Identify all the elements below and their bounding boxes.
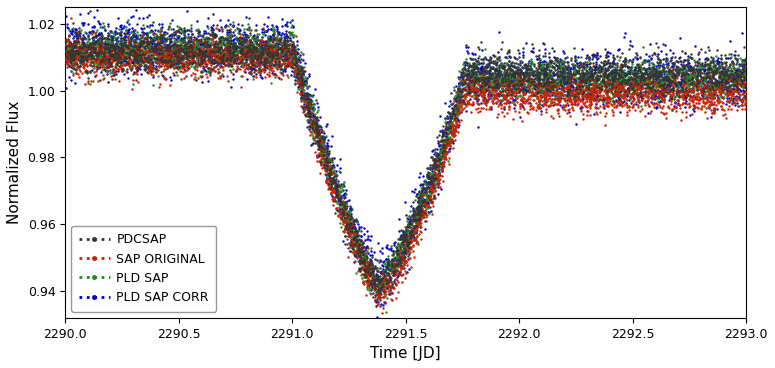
- PLD SAP: [124, 18, 133, 22]
- PLD SAP: [369, 274, 378, 279]
- SAP ORIGINAL: [742, 100, 751, 105]
- PDCSAP: [60, 39, 70, 44]
- SAP ORIGINAL: [388, 281, 398, 285]
- PLD SAP: [298, 79, 307, 84]
- SAP ORIGINAL: [308, 110, 317, 115]
- X-axis label: Time [JD]: Time [JD]: [370, 346, 441, 361]
- SAP ORIGINAL: [67, 16, 76, 21]
- PDCSAP: [388, 258, 397, 262]
- PLD SAP CORR: [382, 245, 391, 249]
- PLD SAP: [692, 85, 701, 89]
- PLD SAP CORR: [686, 75, 695, 80]
- PLD SAP: [381, 309, 391, 314]
- PLD SAP CORR: [492, 82, 501, 86]
- PDCSAP: [742, 64, 751, 68]
- SAP ORIGINAL: [60, 57, 70, 61]
- PDCSAP: [689, 82, 698, 86]
- Line: PDCSAP: PDCSAP: [64, 10, 747, 307]
- Line: SAP ORIGINAL: SAP ORIGINAL: [64, 17, 747, 314]
- PDCSAP: [471, 79, 480, 83]
- SAP ORIGINAL: [688, 85, 698, 89]
- PLD SAP CORR: [115, 0, 124, 2]
- PDCSAP: [495, 71, 505, 75]
- PLD SAP: [742, 75, 751, 80]
- Line: PLD SAP CORR: PLD SAP CORR: [64, 0, 747, 318]
- PDCSAP: [376, 304, 385, 308]
- PLD SAP: [488, 83, 498, 88]
- Line: PLD SAP: PLD SAP: [64, 19, 747, 313]
- Legend: PDCSAP, SAP ORIGINAL, PLD SAP, PLD SAP CORR: PDCSAP, SAP ORIGINAL, PLD SAP, PLD SAP C…: [71, 226, 216, 312]
- SAP ORIGINAL: [377, 311, 386, 316]
- Y-axis label: Normalized Flux: Normalized Flux: [7, 101, 22, 224]
- PLD SAP CORR: [204, 53, 213, 57]
- PLD SAP CORR: [742, 56, 751, 60]
- PDCSAP: [306, 93, 315, 98]
- PDCSAP: [199, 54, 208, 58]
- PDCSAP: [85, 9, 95, 13]
- SAP ORIGINAL: [497, 89, 506, 94]
- PLD SAP: [198, 69, 208, 74]
- PLD SAP CORR: [463, 61, 472, 66]
- SAP ORIGINAL: [468, 84, 477, 88]
- SAP ORIGINAL: [201, 55, 210, 60]
- PLD SAP CORR: [61, 86, 71, 91]
- PLD SAP: [455, 103, 464, 107]
- PLD SAP: [60, 48, 70, 53]
- PLD SAP CORR: [372, 314, 381, 319]
- PLD SAP CORR: [305, 72, 314, 77]
